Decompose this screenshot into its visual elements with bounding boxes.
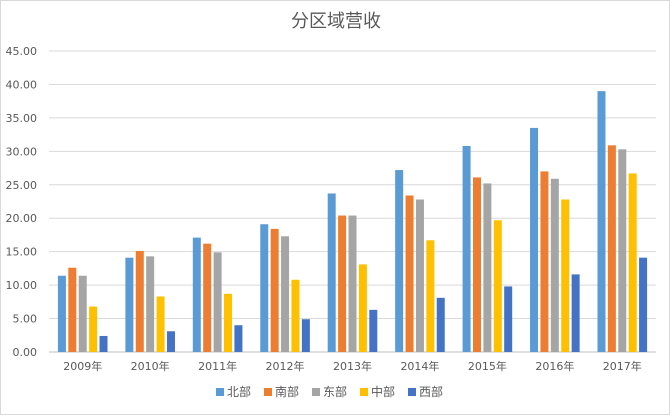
bar: [639, 257, 648, 352]
y-tick-label: 35.00: [6, 112, 38, 125]
bar: [203, 243, 212, 352]
bar: [327, 193, 336, 352]
x-tick-label: 2010年: [131, 359, 170, 373]
bar: [135, 250, 144, 352]
legend-swatch: [360, 388, 368, 396]
legend-swatch: [216, 388, 224, 396]
bar: [291, 279, 300, 352]
bar: [78, 275, 87, 352]
legend-label: 西部: [419, 384, 443, 399]
bar: [597, 91, 606, 352]
bar: [426, 240, 435, 352]
bar: [224, 293, 233, 352]
bar: [281, 236, 290, 352]
y-tick-label: 20.00: [6, 212, 38, 225]
y-tick-label: 0.00: [13, 346, 38, 359]
bar: [89, 306, 98, 352]
legend-label: 北部: [227, 384, 251, 399]
bar: [628, 173, 637, 352]
bar: [540, 171, 549, 352]
bar: [618, 149, 627, 352]
legend-label: 中部: [371, 384, 395, 399]
bar: [270, 228, 279, 352]
bar: [125, 257, 134, 352]
bar: [415, 199, 424, 352]
bar: [472, 177, 481, 352]
bar: [493, 220, 502, 352]
bar: [234, 325, 243, 352]
bar: [213, 252, 222, 352]
y-tick-label: 10.00: [6, 279, 38, 292]
bar: [156, 296, 165, 352]
bar: [483, 183, 492, 352]
legend-label: 南部: [275, 384, 299, 399]
bar: [358, 264, 367, 352]
x-tick-label: 2017年: [603, 359, 642, 373]
bar: [348, 215, 357, 352]
chart-title: 分区域营收: [291, 11, 381, 32]
legend-swatch: [312, 388, 320, 396]
x-tick-label: 2009年: [63, 359, 102, 373]
bar: [607, 145, 616, 352]
bar: [530, 127, 539, 352]
bar: [369, 309, 378, 352]
y-tick-label: 40.00: [6, 78, 38, 91]
bar: [166, 331, 175, 352]
bar: [395, 170, 404, 352]
bar: [192, 237, 201, 352]
bar: [504, 286, 513, 352]
bar: [57, 275, 66, 352]
x-tick-label: 2014年: [400, 359, 439, 373]
bar: [338, 215, 347, 352]
bar: [436, 297, 445, 352]
bar: [68, 267, 77, 352]
legend-label: 东部: [323, 384, 347, 399]
x-tick-label: 2012年: [266, 359, 305, 373]
x-tick-label: 2016年: [535, 359, 574, 373]
bar: [301, 319, 310, 352]
x-tick-label: 2015年: [468, 359, 507, 373]
y-tick-label: 15.00: [6, 246, 38, 259]
legend-swatch: [264, 388, 272, 396]
x-tick-label: 2013年: [333, 359, 372, 373]
y-tick-label: 45.00: [6, 45, 38, 58]
bar: [571, 274, 580, 352]
bar: [550, 178, 559, 352]
y-tick-label: 25.00: [6, 179, 38, 192]
bar: [99, 335, 108, 352]
bar: [405, 195, 414, 352]
y-tick-label: 30.00: [6, 145, 38, 158]
y-tick-label: 5.00: [13, 313, 38, 326]
bar: [462, 145, 471, 352]
bar: [146, 256, 155, 352]
bar: [260, 224, 269, 352]
x-tick-label: 2011年: [198, 359, 237, 373]
legend-swatch: [408, 388, 416, 396]
bar: [561, 199, 570, 352]
